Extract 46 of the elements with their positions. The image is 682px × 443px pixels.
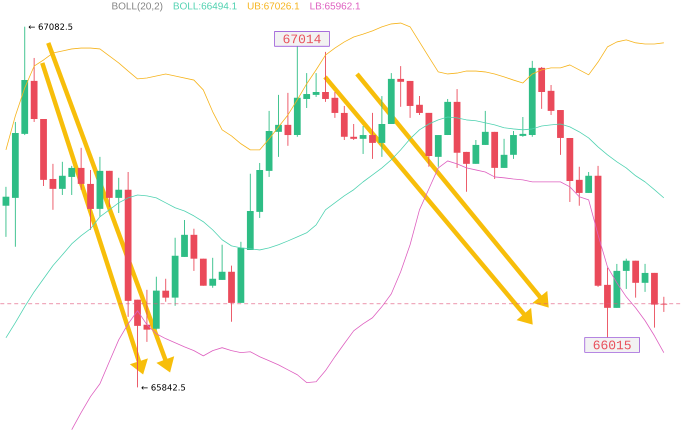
annotation: ← 67082.5 bbox=[28, 24, 72, 30]
candlestick bbox=[576, 166, 583, 206]
annotation: ← 65842.5 bbox=[141, 384, 186, 391]
candlestick bbox=[632, 260, 640, 298]
candlestick bbox=[218, 244, 226, 281]
candlestick bbox=[463, 152, 470, 192]
candlestick bbox=[312, 72, 320, 98]
candlestick bbox=[332, 92, 338, 119]
candlestick bbox=[144, 290, 150, 343]
candlestick bbox=[397, 66, 404, 108]
candlestick bbox=[500, 138, 508, 169]
candlestick bbox=[642, 264, 648, 292]
legend-title: BOLL(20,2) bbox=[112, 2, 162, 12]
candlestick bbox=[58, 162, 66, 196]
candlestick bbox=[482, 110, 489, 146]
candlestick bbox=[510, 130, 517, 160]
candlestick bbox=[340, 106, 348, 141]
candlestick bbox=[115, 178, 122, 214]
candlestick bbox=[350, 124, 358, 141]
candlestick bbox=[2, 186, 10, 238]
candlestick bbox=[622, 258, 630, 290]
candlestick bbox=[68, 166, 76, 196]
candlestick bbox=[181, 220, 188, 258]
candlestick bbox=[548, 84, 554, 116]
candlestick bbox=[50, 164, 56, 210]
candlestick bbox=[378, 96, 386, 158]
candlestick bbox=[416, 96, 423, 116]
candlestick bbox=[78, 148, 85, 190]
candlestick bbox=[434, 134, 442, 168]
candlestick bbox=[604, 267, 611, 338]
text: BOLL:66494.1 bbox=[174, 2, 237, 10]
annotation: 66015 bbox=[594, 340, 631, 350]
candlestick bbox=[360, 126, 366, 155]
text: LB:65962.1 bbox=[310, 2, 360, 10]
candlestick bbox=[585, 172, 592, 194]
candlestick bbox=[284, 92, 292, 146]
candlestick bbox=[369, 112, 376, 160]
text: UB:67026.1 bbox=[248, 2, 300, 10]
candlestick bbox=[519, 116, 526, 138]
candlestick bbox=[190, 228, 198, 272]
candlestick bbox=[303, 72, 310, 109]
candlestick bbox=[472, 140, 480, 164]
annotation: 67014 bbox=[284, 34, 321, 44]
candlestick bbox=[275, 94, 282, 158]
candlestick bbox=[162, 278, 170, 302]
candlestick bbox=[322, 52, 329, 103]
